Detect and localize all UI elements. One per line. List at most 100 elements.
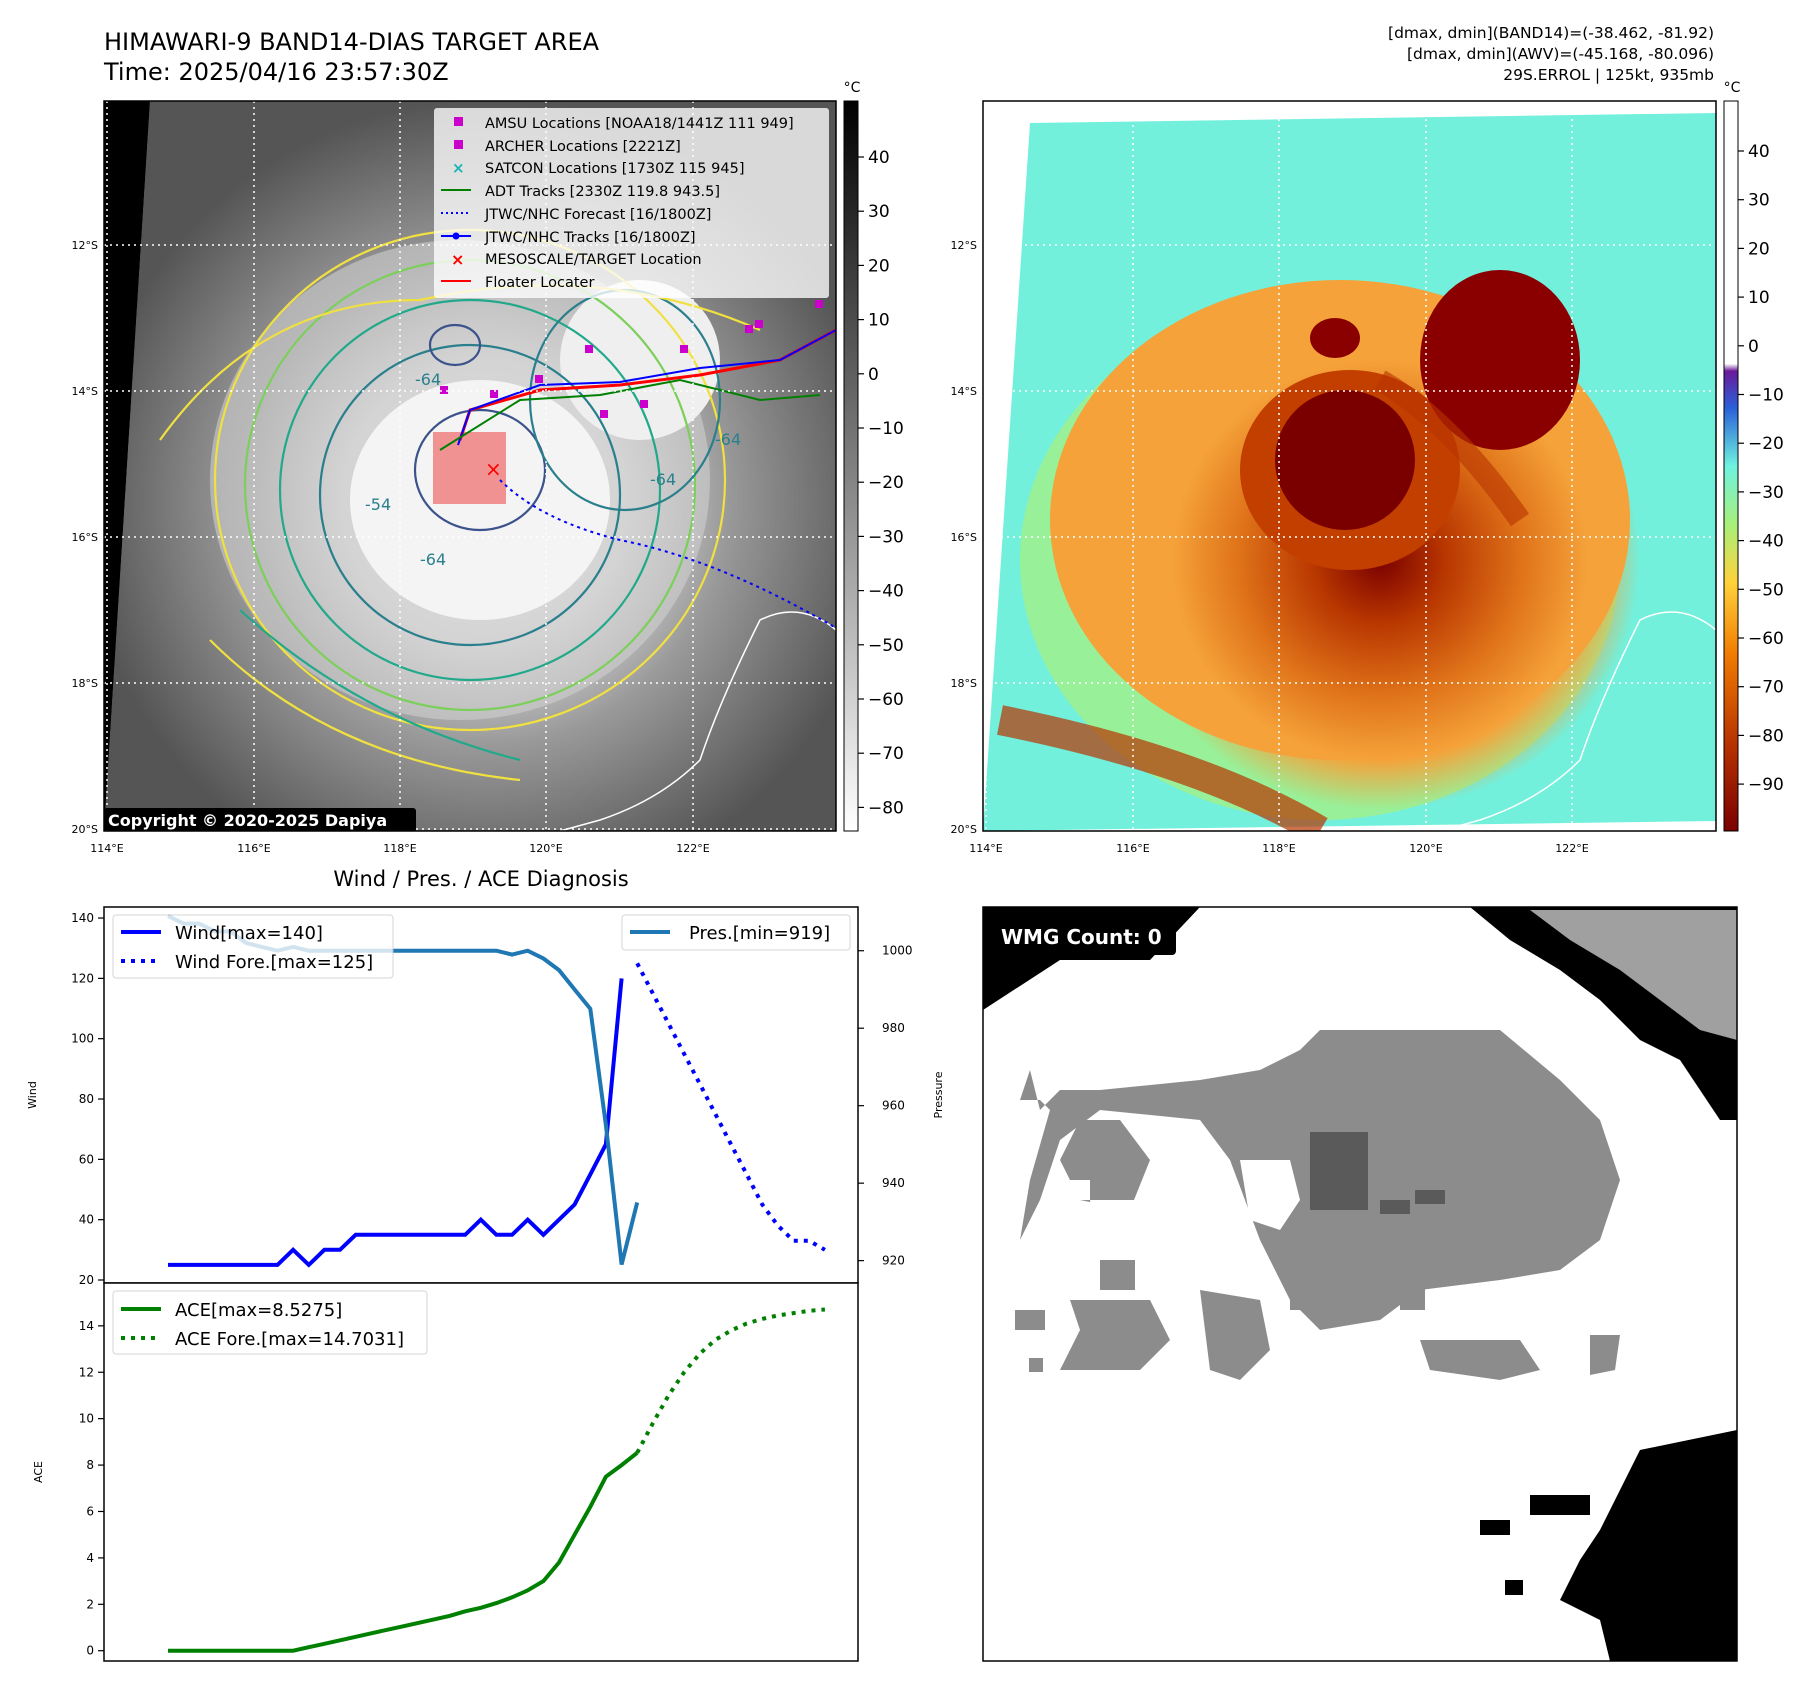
legend-archer: ARCHER Locations [2221Z] — [485, 139, 681, 155]
svg-text:18°S: 18°S — [72, 677, 98, 690]
legend-wind: Wind[max=140] — [175, 923, 323, 944]
axis-tick-label: 980 — [882, 1021, 905, 1035]
map1-lat-labels: 12°S 14°S 16°S 18°S 20°S — [72, 239, 98, 836]
svg-text:120°E: 120°E — [529, 842, 562, 855]
svg-text:114°E: 114°E — [969, 842, 1002, 855]
target-area-box — [433, 432, 506, 504]
colorbar-tick-label: −30 — [1748, 483, 1784, 503]
axis-tick-label: 80 — [79, 1092, 94, 1106]
svg-text:16°S: 16°S — [951, 531, 977, 544]
legend-floater: Floater Locater — [485, 275, 594, 291]
map2-lat-labels: 12°S 14°S 16°S 18°S 20°S — [951, 239, 977, 836]
jtwc-forecast-track — [499, 479, 836, 629]
colorbar-tick-label: 0 — [868, 365, 879, 385]
ace-legend: ACE[max=8.5275] ACE Fore.[max=14.7031] — [112, 1290, 428, 1355]
svg-text:122°E: 122°E — [1555, 842, 1588, 855]
colorbar-tick-label: 30 — [1748, 191, 1770, 211]
wind-legend: Wind[max=140] Wind Fore.[max=125] — [112, 914, 394, 979]
colorbar-tick-label: −60 — [1748, 629, 1784, 649]
wind-line — [168, 978, 624, 1268]
colorbar-tick-label: −80 — [1748, 726, 1784, 746]
ace-axis-label: ACE — [32, 1461, 45, 1483]
chart-title: Wind / Pres. / ACE Diagnosis — [333, 867, 628, 891]
colorbar-tick-label: 10 — [1748, 288, 1770, 308]
colorbar-tick-label: −10 — [868, 419, 904, 439]
ir-color-map — [983, 101, 1716, 831]
contour-label: -64 — [415, 370, 441, 389]
axis-tick-label: 4 — [86, 1551, 94, 1565]
wind-y-ticks: 140 120 100 80 60 40 20 — [71, 911, 104, 1287]
axis-tick-label: 960 — [882, 1099, 905, 1113]
colorbar-tick-label: 20 — [868, 256, 890, 276]
colorbar-tick-label: 0 — [1748, 337, 1759, 357]
axis-tick-label: 1000 — [882, 944, 913, 958]
copyright-badge — [104, 808, 416, 831]
axis-tick-label: 12 — [79, 1365, 94, 1379]
svg-text:16°S: 16°S — [72, 531, 98, 544]
colorbar-tick-label: −90 — [1748, 775, 1784, 795]
wmg-panel — [983, 907, 1737, 1661]
colorbar-tick-label: −40 — [1748, 532, 1784, 552]
axis-tick-label: 100 — [71, 1032, 94, 1046]
svg-text:×: × — [451, 250, 464, 269]
svg-text:14°S: 14°S — [72, 385, 98, 398]
axis-tick-label: 60 — [79, 1152, 94, 1166]
map1-lon-labels: 114°E 116°E 118°E 120°E 122°E — [90, 842, 709, 855]
colorbar-unit: °C — [844, 80, 861, 96]
svg-text:18°S: 18°S — [951, 677, 977, 690]
ir-grayscale-map: -64 -54 -64 -64 -64 × — [104, 101, 836, 831]
coastline — [1439, 611, 1716, 831]
legend-pressure: Pres.[min=919] — [689, 923, 830, 944]
coastline — [559, 611, 836, 831]
colorbar-tick-label: 20 — [1748, 239, 1770, 259]
axis-tick-label: 20 — [79, 1273, 94, 1287]
svg-text:12°S: 12°S — [72, 239, 98, 252]
colorbar-tick-label: −70 — [868, 744, 904, 764]
wind-axis-label: Wind — [26, 1081, 39, 1109]
jtwc-track — [457, 329, 836, 446]
legend-amsu: AMSU Locations [NOAA18/1441Z 111 949] — [485, 116, 794, 132]
svg-text:120°E: 120°E — [1409, 842, 1442, 855]
wind-points — [167, 963, 825, 1265]
copyright-text: Copyright © 2020-2025 Dapiya — [108, 811, 387, 830]
info-line2: [dmax, dmin](AWV)=(-45.168, -80.096) — [1407, 45, 1714, 63]
axis-tick-label: 920 — [882, 1254, 905, 1268]
grayscale-colorbar-ticks: 40 30 20 10 0 −10 −20 −30 −40 −50 −60 −70 −80 — [858, 148, 904, 818]
colorbar-tick-label: −60 — [868, 690, 904, 710]
svg-text:×: × — [452, 159, 465, 177]
figure-title-line1: HIMAWARI-9 BAND14-DIAS TARGET AREA — [104, 28, 600, 56]
axis-tick-label: 40 — [79, 1213, 94, 1227]
colorbar-tick-label: −70 — [1748, 678, 1784, 698]
colorbar-tick-label: −80 — [868, 798, 904, 818]
colorbar-tick-label: −30 — [868, 527, 904, 547]
axis-tick-label: 0 — [86, 1644, 94, 1658]
svg-text:114°E: 114°E — [90, 842, 123, 855]
axis-tick-label: 120 — [71, 971, 94, 985]
ace-points — [167, 1309, 825, 1651]
svg-text:118°E: 118°E — [1262, 842, 1295, 855]
target-marker-icon: × — [485, 457, 502, 481]
legend-wind-forecast: Wind Fore.[max=125] — [175, 952, 373, 973]
legend-adt: ADT Tracks [2330Z 119.8 943.5] — [485, 184, 720, 200]
axis-tick-label: 6 — [86, 1504, 94, 1518]
contour-label: -64 — [420, 550, 446, 569]
color-colorbar: °C — [1723, 80, 1741, 832]
colorbar-tick-label: −20 — [868, 473, 904, 493]
amsu-markers — [440, 300, 823, 418]
pressure-y-ticks: 1000 980 960 940 920 — [858, 944, 913, 1268]
axis-tick-label: 10 — [79, 1412, 94, 1426]
figure-title-line2: Time: 2025/04/16 23:57:30Z — [103, 58, 449, 86]
grayscale-colorbar: °C — [843, 80, 861, 832]
colorbar-tick-label: −10 — [1748, 386, 1784, 406]
legend-satcon: SATCON Locations [1730Z 115 945] — [485, 161, 744, 177]
color-colorbar-ticks: 40 30 20 10 0 −10 −20 −30 −40 −50 −60 −70 −80 −90 — [1738, 142, 1784, 795]
legend-jtwc-forecast: JTWC/NHC Forecast [16/1800Z] — [484, 207, 711, 223]
axis-tick-label: 940 — [882, 1176, 905, 1190]
ace-y-ticks: 14 12 10 8 6 4 2 0 — [79, 1319, 104, 1658]
svg-text:14°S: 14°S — [951, 385, 977, 398]
contour-label: -64 — [650, 470, 676, 489]
colorbar-tick-label: −20 — [1748, 434, 1784, 454]
svg-text:12°S: 12°S — [951, 239, 977, 252]
svg-text:20°S: 20°S — [951, 823, 977, 836]
svg-text:20°S: 20°S — [72, 823, 98, 836]
